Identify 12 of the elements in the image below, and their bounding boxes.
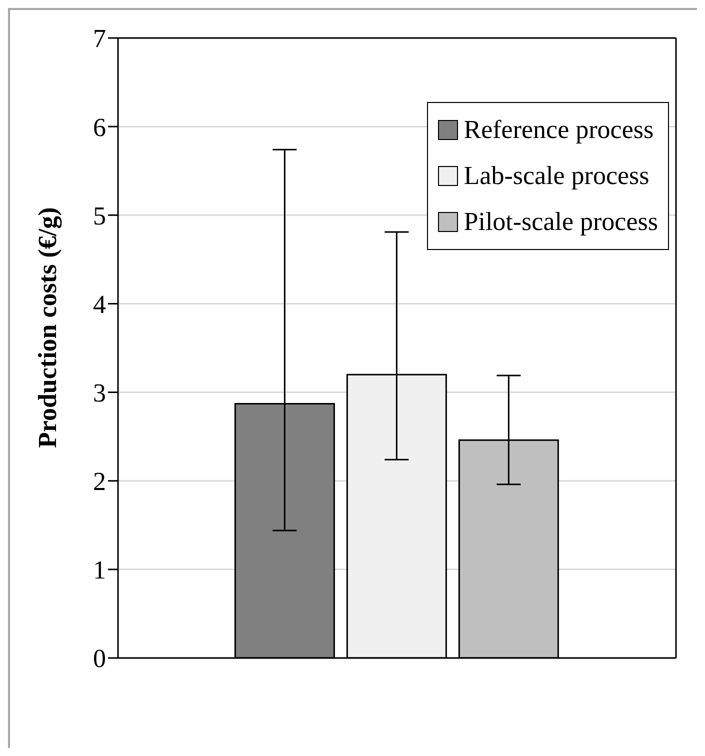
y-tick-label: 5	[93, 201, 106, 230]
y-tick-label: 0	[93, 644, 106, 674]
y-tick-label: 6	[93, 112, 106, 142]
legend-label: Pilot-scale process	[464, 207, 658, 237]
y-tick-label: 4	[93, 290, 106, 319]
y-axis-title: Production costs (€/g)	[33, 207, 62, 448]
y-tick-label: 7	[93, 24, 106, 54]
y-tick-label: 1	[93, 556, 106, 585]
legend-label: Lab-scale process	[464, 161, 650, 191]
legend-label: Reference process	[464, 115, 654, 145]
y-tick-label: 2	[93, 467, 106, 496]
y-tick-label: 3	[93, 378, 106, 408]
